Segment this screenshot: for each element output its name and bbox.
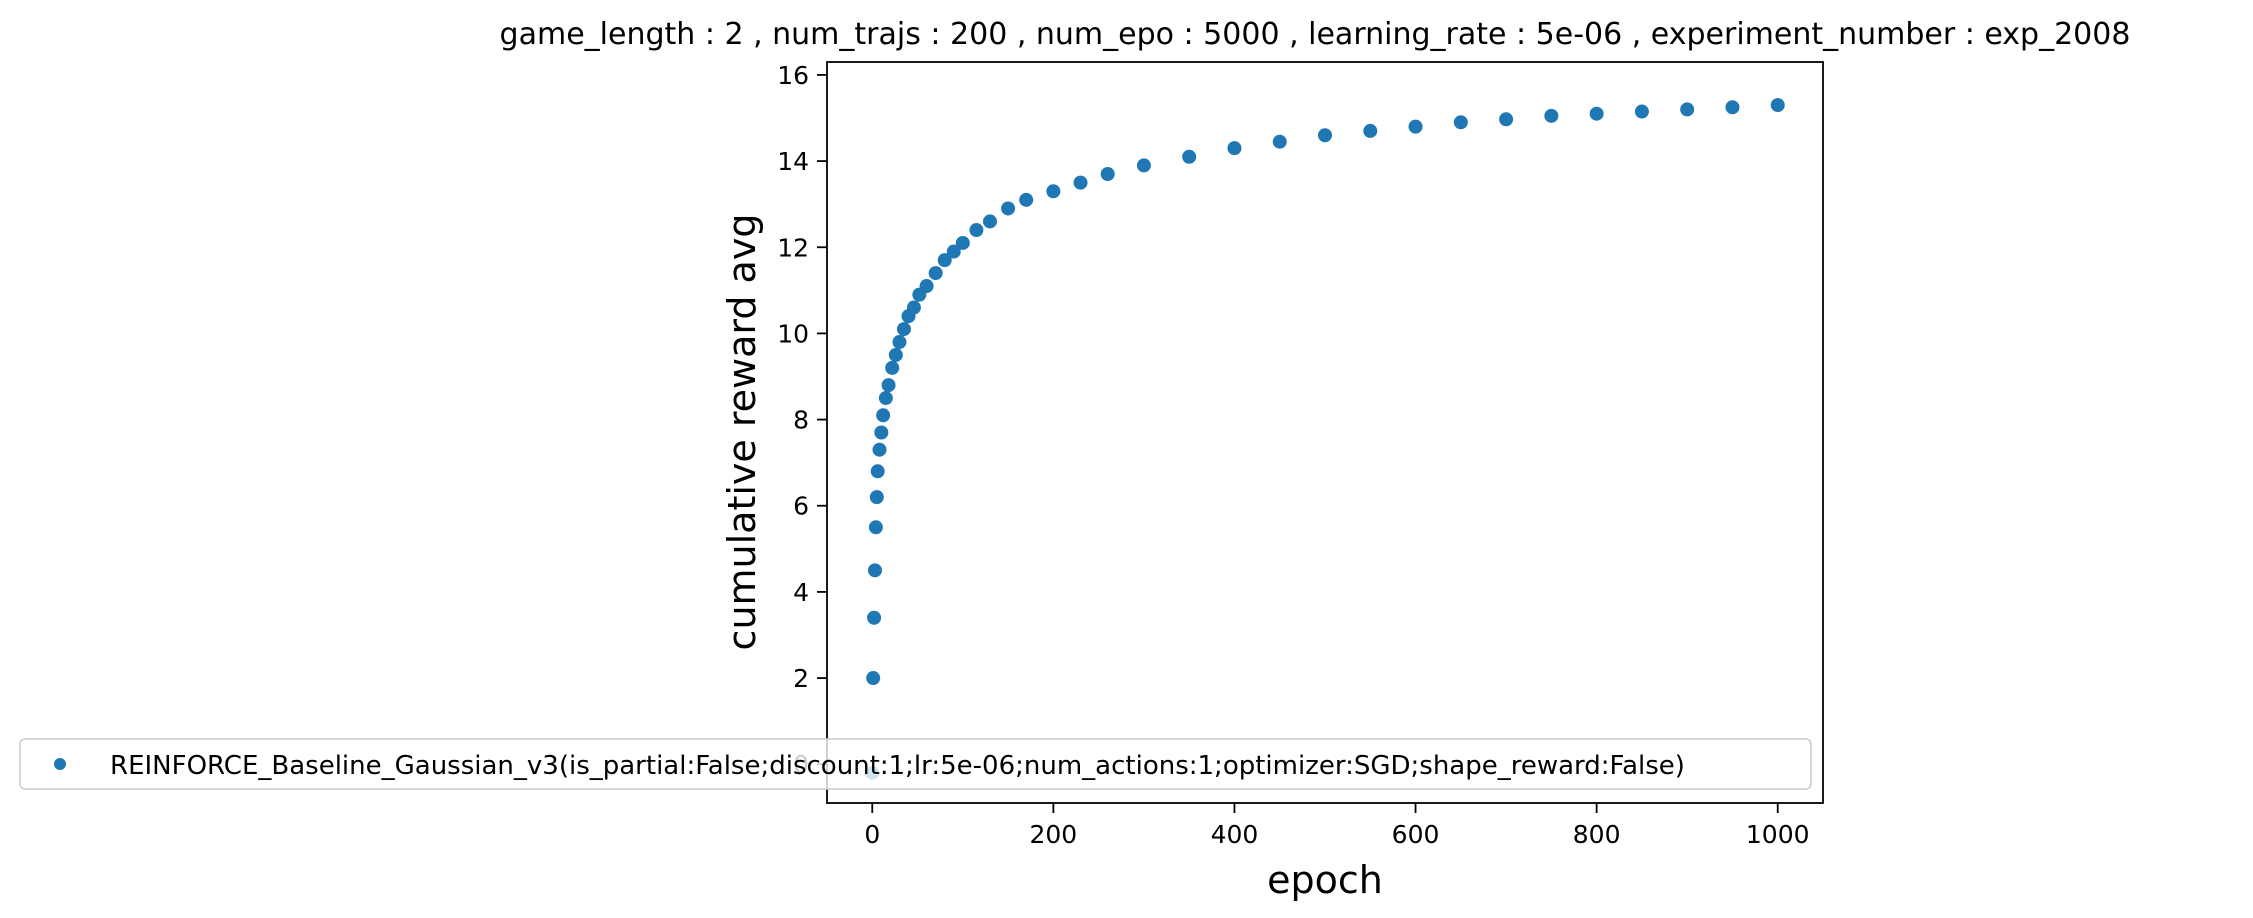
data-point — [946, 244, 961, 259]
scatter-points — [865, 98, 1785, 780]
data-point — [872, 442, 887, 457]
data-point — [1363, 123, 1378, 138]
data-point — [1046, 184, 1061, 199]
data-point — [1227, 141, 1242, 156]
x-tick-label: 1000 — [1746, 820, 1810, 849]
data-point — [1001, 201, 1016, 216]
data-point — [878, 391, 893, 406]
x-tick-label: 800 — [1573, 820, 1621, 849]
data-point — [1100, 167, 1115, 182]
data-point — [867, 610, 882, 625]
y-tick-label: 16 — [777, 61, 809, 90]
data-point — [867, 563, 882, 578]
data-point — [1589, 106, 1604, 121]
data-point — [906, 300, 921, 315]
data-point — [876, 408, 891, 423]
data-point — [869, 490, 884, 505]
legend-marker — [54, 758, 66, 770]
data-point — [1725, 100, 1740, 115]
legend-entry: REINFORCE_Baseline_Gaussian_v3(is_partia… — [110, 751, 1685, 781]
data-point — [1408, 119, 1423, 134]
data-point — [868, 520, 883, 535]
data-point — [955, 235, 970, 250]
chart-title: game_length : 2 , num_trajs : 200 , num_… — [500, 17, 2131, 52]
y-tick-label: 8 — [793, 406, 809, 435]
x-tick-label: 600 — [1392, 820, 1440, 849]
data-point — [937, 253, 952, 268]
x-tick-label: 200 — [1030, 820, 1078, 849]
data-point — [881, 378, 896, 393]
data-point — [888, 347, 903, 362]
data-point — [1680, 102, 1695, 117]
data-point — [866, 671, 881, 686]
y-tick-label: 14 — [777, 147, 809, 176]
data-point — [969, 223, 984, 238]
data-point — [870, 464, 885, 479]
x-tick-label: 0 — [864, 820, 880, 849]
data-point — [1499, 112, 1514, 127]
y-tick-label: 6 — [793, 492, 809, 521]
data-point — [896, 322, 911, 337]
data-point — [1634, 104, 1649, 119]
y-axis-label: cumulative reward avg — [720, 214, 764, 651]
data-point — [874, 425, 889, 440]
x-axis: 0 200 400 600 800 1000 — [864, 803, 1810, 849]
y-tick-label: 2 — [793, 664, 809, 693]
data-point — [892, 335, 907, 350]
data-point — [1272, 134, 1287, 149]
data-point — [1544, 108, 1559, 123]
plot-area — [826, 61, 1824, 804]
data-point — [1318, 128, 1332, 143]
data-point — [982, 214, 997, 229]
data-point — [1770, 98, 1785, 113]
data-point — [919, 279, 934, 294]
data-point — [1136, 158, 1151, 173]
data-point — [1182, 149, 1197, 164]
legend-box — [19, 738, 1812, 790]
data-point — [1073, 175, 1088, 190]
y-tick-label: 10 — [777, 319, 809, 348]
data-point — [1019, 192, 1034, 207]
data-point — [885, 360, 900, 375]
data-point — [1453, 115, 1468, 130]
y-tick-label: 12 — [777, 233, 809, 262]
y-tick-label: 4 — [793, 578, 809, 607]
legend: REINFORCE_Baseline_Gaussian_v3(is_partia… — [19, 738, 1812, 790]
x-axis-label: epoch — [1267, 858, 1383, 902]
data-point — [928, 266, 943, 281]
x-tick-label: 400 — [1211, 820, 1259, 849]
